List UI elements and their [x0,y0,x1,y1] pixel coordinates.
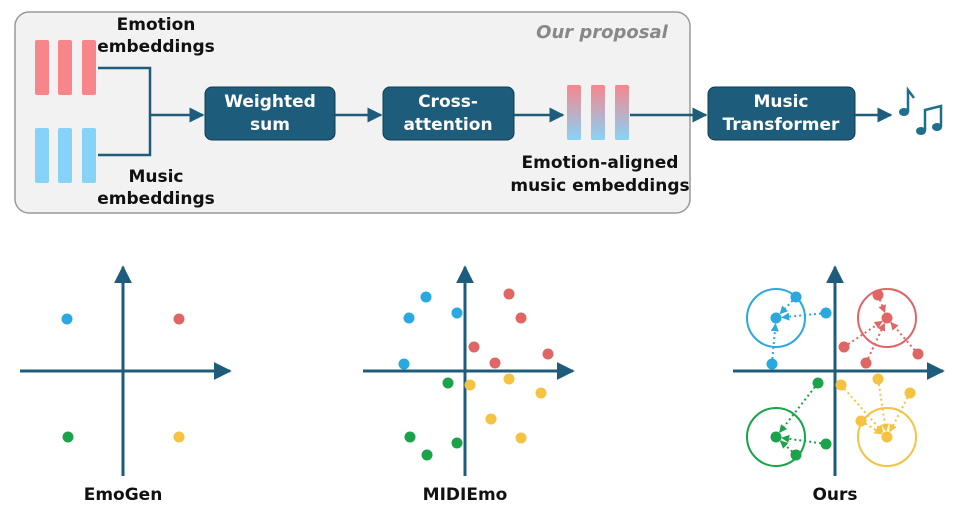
svg-text:Weighted: Weighted [224,92,316,112]
point [485,413,497,425]
scatter-panels [20,265,945,476]
point [173,431,185,443]
point [770,431,782,443]
cross-attention-box: Cross- attention [382,86,515,141]
point [790,291,802,303]
emotion-bars [35,40,96,95]
point [464,379,476,391]
svg-text:sum: sum [250,115,290,135]
pull-arrow [877,294,886,314]
proposal-box [14,11,691,214]
point [860,357,872,369]
pull-arrow [877,378,889,432]
point [904,387,916,399]
point [820,307,832,319]
panel-label: EmoGen [84,485,163,505]
pull-arrow [890,321,919,355]
point [404,431,416,443]
point [403,312,415,324]
point [881,312,893,324]
point [451,307,463,319]
proposal-title: Our proposal [536,22,668,43]
point [61,313,73,325]
point [912,348,924,360]
point [535,387,547,399]
point [790,449,802,461]
svg-text:Music: Music [753,92,808,112]
pull-arrow [840,384,884,434]
point [468,341,480,353]
cluster-ring [857,288,917,348]
point [503,373,515,385]
pull-arrow [865,322,886,364]
point [62,431,74,443]
point [872,373,884,385]
point [489,357,501,369]
pull-arrow [770,323,779,365]
svg-text:Transformer: Transformer [723,115,841,135]
aligned-label: Emotion-aligned [522,153,679,173]
pull-arrow [779,296,797,315]
pull-arrow [888,392,911,433]
point [503,288,515,300]
point [515,432,527,444]
music-bars [35,128,96,183]
panel-label: MIDIEmo [423,485,508,505]
music-label: Music [128,167,183,187]
point [820,438,832,450]
cluster-ring [746,407,806,467]
emotion-label: Emotion [117,15,196,35]
aligned-label: music embeddings [510,176,689,196]
point [398,358,410,370]
point [766,358,778,370]
point [442,377,454,389]
point [838,341,850,353]
pull-arrow [781,312,827,321]
point [855,415,867,427]
pull-arrow [778,382,819,433]
point [515,312,527,324]
point [542,348,554,360]
svg-text:Cross-: Cross- [418,92,478,112]
cluster-ring [857,407,917,467]
merge-arrow [98,66,203,157]
pull-arrow [779,440,797,456]
point [835,379,847,391]
weighted-sum-box: Weighted sum [204,86,336,141]
point [421,449,433,461]
point [451,437,463,449]
point [770,312,782,324]
point [872,289,884,301]
panel-label: Ours [812,485,857,505]
cluster-ring [746,288,806,348]
music-note-icon [899,86,943,135]
svg-text:attention: attention [403,115,492,135]
aligned-bars [567,85,629,140]
point [881,431,893,443]
point [173,313,185,325]
pull-arrow [860,420,883,435]
point [420,291,432,303]
emotion-label: embeddings [97,37,215,57]
music-label: embeddings [97,189,215,209]
point [812,377,824,389]
music-transformer-box: Music Transformer [707,86,856,141]
